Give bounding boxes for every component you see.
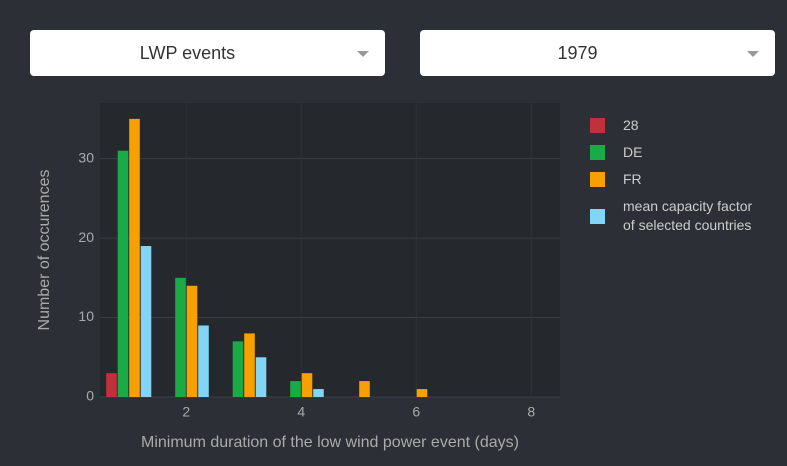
dropdown[interactable]: 1979 <box>420 30 775 76</box>
bar <box>313 389 324 397</box>
dropdown-value: 1979 <box>557 43 598 63</box>
plot-area <box>100 103 560 397</box>
legend-label: 28 <box>623 117 639 133</box>
caret <box>747 51 759 57</box>
legend-item[interactable]: FR <box>590 170 770 189</box>
bar <box>175 277 186 397</box>
y-tick-label: 30 <box>78 149 94 165</box>
bar <box>129 118 140 397</box>
bar <box>140 246 152 397</box>
legend-swatch <box>590 208 605 224</box>
bar <box>416 389 428 397</box>
legend-item[interactable]: mean capacity factor of selected countri… <box>590 197 770 235</box>
x-tick-label: 6 <box>412 404 420 420</box>
legend-swatch <box>590 172 605 187</box>
y-axis-label: Number of occurences <box>36 170 53 331</box>
legend-label: DE <box>623 144 643 160</box>
bar <box>232 341 244 397</box>
legend-item[interactable]: 28 <box>590 116 770 135</box>
bar <box>117 150 129 397</box>
legend-item[interactable]: DE <box>590 143 770 162</box>
y-tick-label: 10 <box>78 308 94 324</box>
dropdown-value: LWP events <box>139 43 236 63</box>
x-tick-label: 2 <box>182 404 190 420</box>
caret <box>357 51 369 57</box>
bar <box>106 373 117 397</box>
y-tick-label: 0 <box>86 388 94 404</box>
x-tick-label: 4 <box>297 404 305 420</box>
legend: 28 DE FR mean capacity factor of selected c… <box>590 116 770 243</box>
bar <box>244 333 255 397</box>
x-axis-label: Minimum duration of the low wind power e… <box>141 434 519 451</box>
bar <box>198 325 209 397</box>
bar <box>255 357 267 397</box>
bar <box>359 381 370 397</box>
y-tick-label: 20 <box>78 229 94 245</box>
legend-label: mean capacity factor of selected countri… <box>623 198 753 233</box>
bar <box>290 381 301 397</box>
legend-swatch <box>590 145 605 160</box>
legend-swatch <box>590 118 605 133</box>
bar <box>186 285 198 397</box>
legend-label: FR <box>623 171 642 187</box>
x-tick-label: 8 <box>527 404 535 420</box>
dropdown[interactable]: LWP events <box>30 30 385 76</box>
bar <box>301 373 313 397</box>
